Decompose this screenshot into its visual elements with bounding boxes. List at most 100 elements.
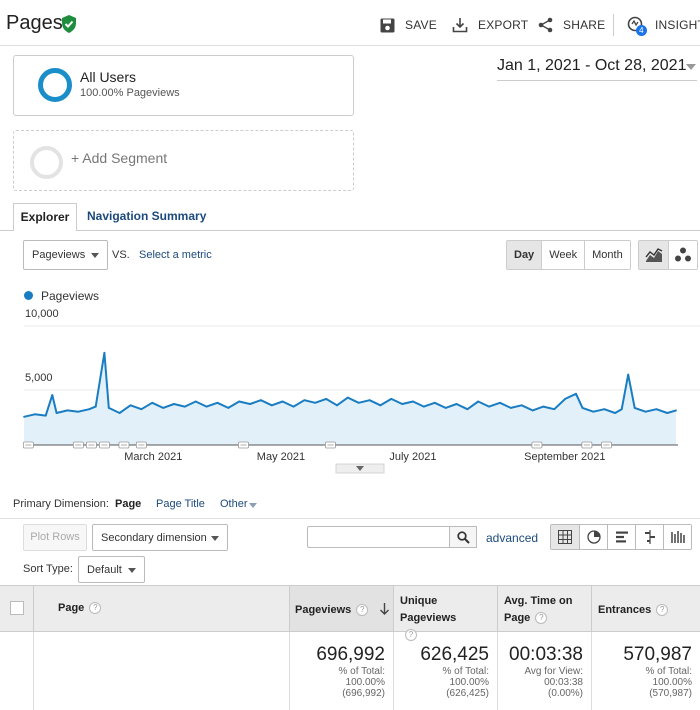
- data-point: [77, 410, 80, 413]
- data-point: [477, 400, 480, 403]
- total-absolute: (0.00%): [547, 688, 583, 699]
- chart-type-toggle: [638, 240, 698, 270]
- comparison-view-button[interactable]: [635, 525, 663, 549]
- term-cloud-view-button[interactable]: [663, 525, 691, 549]
- add-segment-button[interactable]: + Add Segment: [13, 130, 354, 191]
- total-percent: 100.00%: [449, 677, 489, 688]
- data-point: [259, 399, 262, 402]
- pie-view-button[interactable]: [579, 525, 607, 549]
- total-percent: 100.00%: [652, 677, 692, 688]
- advanced-filter-link[interactable]: advanced: [486, 531, 539, 545]
- data-point: [433, 401, 436, 404]
- select-all-checkbox[interactable]: [10, 601, 24, 615]
- data-point: [575, 392, 577, 395]
- granularity-week-button[interactable]: Week: [541, 241, 585, 269]
- share-icon: [538, 17, 553, 33]
- data-point: [205, 405, 208, 408]
- granularity-day-button[interactable]: Day: [507, 241, 542, 269]
- segment-subtitle: 100.00% Pageviews: [80, 87, 180, 99]
- help-icon[interactable]: ?: [656, 604, 669, 617]
- data-point: [499, 401, 501, 404]
- chevron-down-icon[interactable]: [686, 64, 696, 70]
- data-point: [249, 403, 251, 405]
- segment-all-users[interactable]: All Users 100.00% Pageviews: [13, 55, 354, 116]
- motion-chart-button[interactable]: [668, 241, 697, 269]
- data-point: [183, 405, 186, 408]
- totals-avg-time-cell: 00:03:38 Avg for View: 00:03:38 (0.00%): [497, 632, 591, 710]
- chevron-down-icon: [91, 253, 99, 258]
- totals-unique-pageviews-cell: 626,425 % of Total: 100.00% (626,425): [393, 632, 497, 710]
- granularity-month-button[interactable]: Month: [584, 241, 630, 269]
- column-label: Avg. Time on Page?: [504, 595, 573, 625]
- select-metric-link[interactable]: Select a metric: [139, 249, 212, 261]
- tab-divider: [0, 230, 700, 231]
- date-range-selector[interactable]: Jan 1, 2021 - Oct 28, 2021: [497, 57, 697, 81]
- total-absolute: (626,425): [446, 688, 489, 699]
- chevron-down-icon: [128, 568, 136, 573]
- export-button[interactable]: EXPORT: [452, 14, 528, 36]
- data-point: [44, 414, 47, 417]
- data-point: [379, 404, 382, 407]
- performance-view-button[interactable]: [607, 525, 635, 549]
- table-search-input[interactable]: [307, 526, 450, 548]
- help-icon[interactable]: ?: [356, 604, 369, 617]
- data-point: [444, 406, 447, 409]
- column-header-avg-time-on-page[interactable]: Avg. Time on Page?: [497, 586, 591, 631]
- metric-dropdown[interactable]: Pageviews: [23, 240, 108, 270]
- save-button[interactable]: SAVE: [380, 14, 437, 36]
- x-tick-label: September 2021: [524, 451, 605, 463]
- secondary-dimension-dropdown[interactable]: Secondary dimension: [92, 524, 228, 551]
- sort-type-dropdown[interactable]: Default: [78, 556, 145, 583]
- legend-label: Pageviews: [41, 289, 100, 303]
- y-tick-label: 10,000: [25, 308, 59, 320]
- data-point: [368, 399, 371, 402]
- help-icon[interactable]: ?: [89, 602, 102, 615]
- share-label: SHARE: [563, 18, 606, 32]
- search-button[interactable]: [449, 526, 477, 548]
- column-header-page[interactable]: Page?: [33, 586, 289, 631]
- dimension-page[interactable]: Page: [115, 498, 142, 510]
- total-absolute: (696,992): [342, 688, 385, 699]
- data-point: [633, 406, 636, 409]
- totals-pageviews-cell: 696,992 % of Total: 100.00% (696,992): [289, 632, 393, 710]
- line-chart-button[interactable]: [639, 241, 668, 269]
- export-label: EXPORT: [478, 18, 529, 32]
- data-point: [325, 398, 327, 400]
- data-point: [509, 406, 512, 409]
- secondary-dimension-label: Secondary dimension: [101, 531, 207, 544]
- column-header-entrances[interactable]: Entrances?: [591, 586, 700, 631]
- dimension-other[interactable]: Other: [220, 498, 248, 510]
- data-table-view-button[interactable]: [551, 525, 579, 549]
- data-point: [553, 408, 556, 411]
- column-header-unique-pageviews[interactable]: Unique Pageviews?: [393, 586, 497, 642]
- data-point: [614, 412, 617, 414]
- data-point: [173, 403, 175, 405]
- export-icon: [452, 18, 468, 33]
- dimension-divider: [0, 518, 700, 519]
- data-point: [33, 413, 36, 416]
- column-header-pageviews[interactable]: Pageviews?: [289, 586, 393, 631]
- tab-navigation-summary[interactable]: Navigation Summary: [87, 209, 207, 223]
- pie-chart-icon: [586, 530, 601, 544]
- share-button[interactable]: SHARE: [538, 14, 605, 36]
- data-point: [88, 408, 91, 411]
- help-icon[interactable]: ?: [535, 612, 548, 625]
- data-point: [581, 406, 584, 409]
- pageviews-chart[interactable]: 10,000 5,000 March 2021 May 2021 July 2021 Se…: [0, 305, 700, 475]
- help-icon[interactable]: ?: [405, 629, 417, 642]
- chevron-down-icon[interactable]: [249, 503, 257, 508]
- save-icon: [380, 18, 395, 32]
- data-point: [118, 412, 121, 414]
- sort-type-value: Default: [87, 563, 122, 576]
- data-point: [162, 406, 164, 409]
- insights-button[interactable]: 4 INSIGHTS: [627, 14, 700, 36]
- sort-descending-icon[interactable]: [380, 603, 389, 615]
- plot-rows-button[interactable]: Plot Rows: [23, 524, 87, 551]
- total-value: 570,987: [623, 644, 692, 665]
- chevron-down-icon: [211, 536, 219, 541]
- tab-explorer[interactable]: Explorer: [13, 203, 77, 231]
- data-point: [542, 405, 545, 408]
- data-point: [23, 415, 25, 418]
- dimension-page-title[interactable]: Page Title: [156, 498, 205, 510]
- data-point: [644, 410, 647, 413]
